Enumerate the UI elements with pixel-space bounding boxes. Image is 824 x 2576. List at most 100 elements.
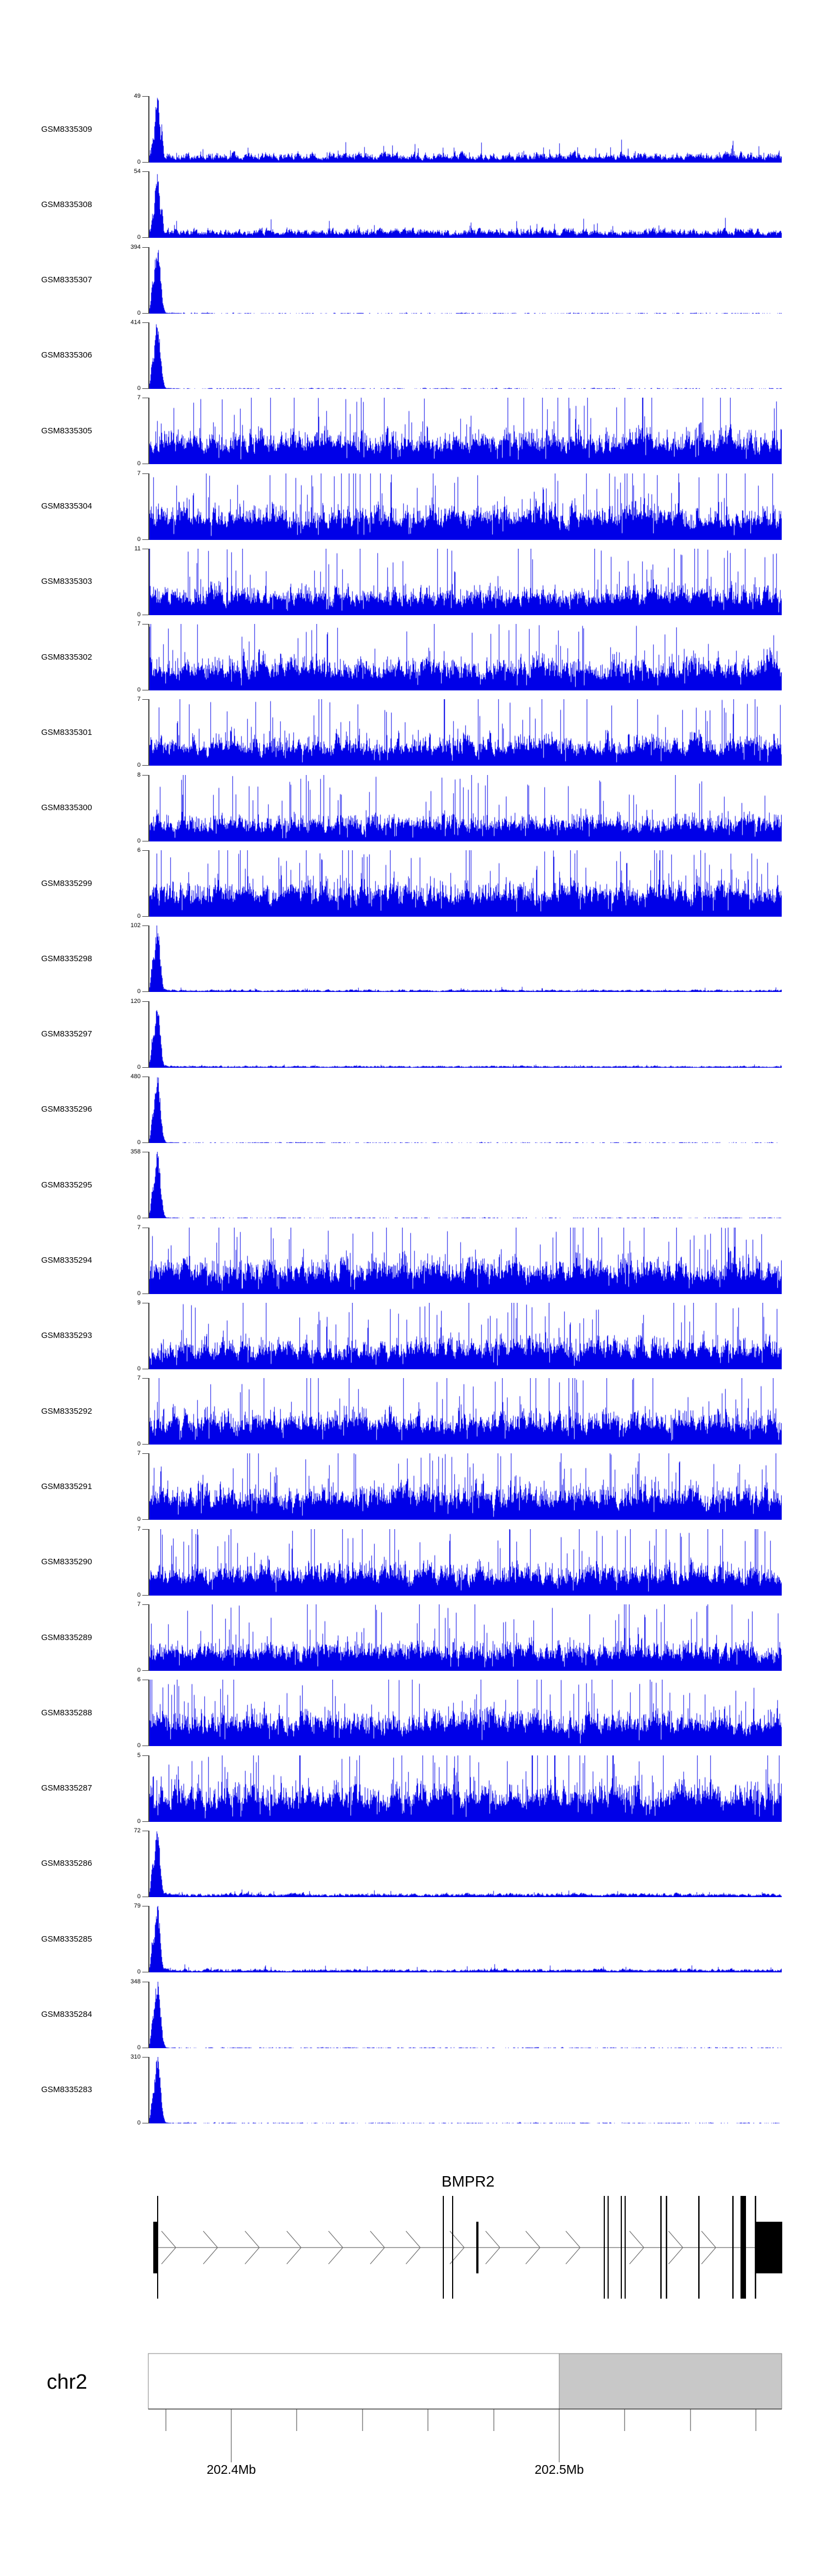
track-ymax-label: 6 xyxy=(137,847,141,854)
track-yaxis-line xyxy=(148,1378,149,1445)
track-yaxis-tick-bottom xyxy=(142,1594,148,1596)
track-yaxis-line xyxy=(148,1604,149,1671)
gene-model-svg xyxy=(153,2196,782,2299)
strand-direction-arrow-icon xyxy=(328,2231,343,2265)
strand-direction-arrow-icon xyxy=(370,2231,385,2265)
coverage-signal xyxy=(149,1001,782,1068)
track-yaxis-tick-top xyxy=(142,2056,148,2058)
track-yaxis-tick-top xyxy=(142,624,148,625)
track-ymax-label: 102 xyxy=(130,922,141,929)
track-yaxis-tick-top xyxy=(142,1755,148,1756)
track-label: GSM8335285 xyxy=(41,1934,92,1944)
track-label: GSM8335288 xyxy=(41,1708,92,1718)
coverage-track-row: GSM8335286 72 0 xyxy=(0,1827,824,1900)
track-zero-label: 0 xyxy=(137,1441,141,1448)
track-zero-label: 0 xyxy=(137,1290,141,1297)
track-label: GSM8335284 xyxy=(41,2010,92,2019)
coverage-signal xyxy=(149,171,782,238)
track-zero-label: 0 xyxy=(137,2119,141,2126)
track-yaxis-tick-top xyxy=(142,1453,148,1454)
track-zero-label: 0 xyxy=(137,460,141,467)
track-ymax-label: 7 xyxy=(137,1525,141,1532)
track-ymax-label: 394 xyxy=(130,243,141,250)
track-yaxis-line xyxy=(148,1076,149,1143)
track-label: GSM8335306 xyxy=(41,350,92,360)
track-zero-label: 0 xyxy=(137,1214,141,1222)
track-ymax-label: 7 xyxy=(137,470,141,477)
track-yaxis-line xyxy=(148,774,149,841)
track-yaxis-tick-bottom xyxy=(142,1142,148,1143)
track-ymax-label: 7 xyxy=(137,1224,141,1231)
strand-direction-arrow-icon xyxy=(525,2231,541,2265)
coverage-track-row: GSM8335295 358 0 xyxy=(0,1148,824,1222)
track-ymax-label: 480 xyxy=(130,1073,141,1080)
track-zero-label: 0 xyxy=(137,1591,141,1598)
track-label: GSM8335307 xyxy=(41,275,92,285)
coverage-track-row: GSM8335296 480 0 xyxy=(0,1073,824,1146)
track-yaxis-tick-bottom xyxy=(142,916,148,917)
coverage-track-row: GSM8335307 394 0 xyxy=(0,243,824,316)
track-label: GSM8335294 xyxy=(41,1256,92,1265)
track-yaxis-tick-bottom xyxy=(142,765,148,766)
track-label: GSM8335293 xyxy=(41,1331,92,1341)
track-yaxis-tick-bottom xyxy=(142,1670,148,1671)
coverage-track-row: GSM8335306 414 0 xyxy=(0,319,824,392)
track-yaxis-line xyxy=(148,1981,149,2048)
track-yaxis-tick-bottom xyxy=(142,1519,148,1520)
coverage-signal xyxy=(149,624,782,691)
track-yaxis-tick-top xyxy=(142,247,148,248)
track-yaxis-tick-top xyxy=(142,1604,148,1605)
strand-direction-arrow-icon xyxy=(203,2231,218,2265)
track-yaxis-tick-top xyxy=(142,171,148,172)
chromosome-label: chr2 xyxy=(47,2371,87,2394)
track-yaxis-line xyxy=(148,1680,149,1747)
strand-direction-arrow-icon xyxy=(565,2231,581,2265)
gene-exon-tall xyxy=(452,2196,453,2299)
track-ymax-label: 8 xyxy=(137,771,141,778)
track-zero-label: 0 xyxy=(137,1063,141,1070)
coverage-signal xyxy=(149,1906,782,1973)
track-yaxis-tick-bottom xyxy=(142,1067,148,1068)
coverage-track-row: GSM8335288 6 0 xyxy=(0,1676,824,1749)
track-label: GSM8335283 xyxy=(41,2085,92,2095)
track-zero-label: 0 xyxy=(137,309,141,316)
track-label: GSM8335304 xyxy=(41,501,92,511)
track-yaxis-tick-bottom xyxy=(142,991,148,993)
track-zero-label: 0 xyxy=(137,159,141,165)
track-ymax-label: 7 xyxy=(137,1601,141,1608)
axis-tick-label: 202.5Mb xyxy=(535,2462,584,2477)
track-label: GSM8335302 xyxy=(41,652,92,662)
track-yaxis-line xyxy=(148,473,149,540)
track-ymax-label: 49 xyxy=(133,93,141,99)
track-ymax-label: 120 xyxy=(130,997,141,1005)
track-ymax-label: 54 xyxy=(133,168,141,175)
track-yaxis-line xyxy=(148,1227,149,1294)
track-ymax-label: 5 xyxy=(137,1752,141,1759)
track-yaxis-tick-bottom xyxy=(142,388,148,389)
coverage-track-row: GSM8335285 79 0 xyxy=(0,1903,824,1976)
strand-direction-arrow-icon xyxy=(244,2231,260,2265)
track-yaxis-line xyxy=(148,247,149,314)
coverage-track-row: GSM8335287 5 0 xyxy=(0,1752,824,1825)
coverage-signal xyxy=(149,322,782,389)
track-zero-label: 0 xyxy=(137,384,141,392)
track-yaxis-line xyxy=(148,699,149,766)
track-ymax-label: 11 xyxy=(134,545,141,552)
track-ymax-label: 358 xyxy=(130,1148,141,1156)
track-ymax-label: 79 xyxy=(133,1903,141,1910)
coverage-track-row: GSM8335283 310 0 xyxy=(0,2054,824,2126)
coverage-signal xyxy=(149,1227,782,1294)
coverage-track-row: GSM8335294 7 0 xyxy=(0,1224,824,1297)
coverage-signal xyxy=(149,548,782,615)
track-yaxis-tick-bottom xyxy=(142,162,148,163)
genome-axis-svg: 202.4Mb 202.5Mb xyxy=(148,2353,782,2477)
track-yaxis-tick-top xyxy=(142,322,148,323)
strand-direction-arrow-icon xyxy=(161,2231,176,2265)
track-ymax-label: 7 xyxy=(137,621,141,628)
track-yaxis-tick-top xyxy=(142,774,148,776)
coverage-track-row: GSM8335292 7 0 xyxy=(0,1375,824,1448)
coverage-track-row: GSM8335297 120 0 xyxy=(0,997,824,1070)
track-yaxis-line xyxy=(148,1755,149,1822)
track-zero-label: 0 xyxy=(137,1969,141,1976)
